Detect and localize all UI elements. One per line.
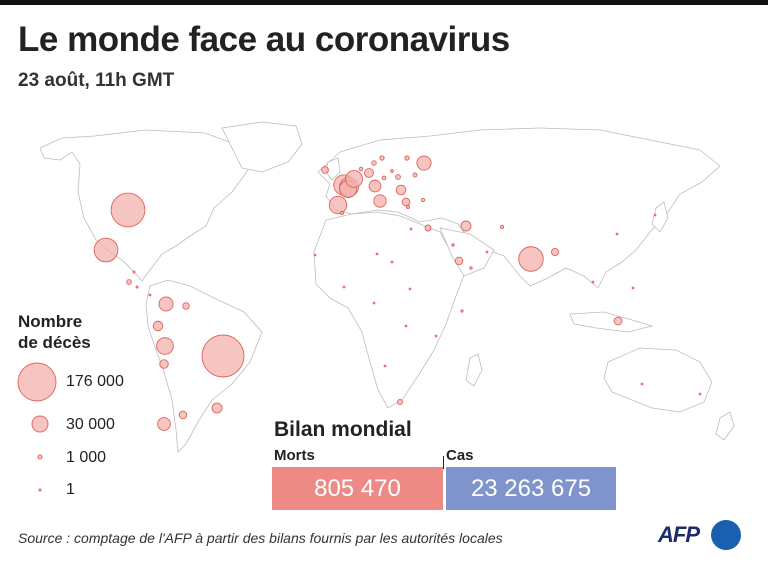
death-bubble	[409, 227, 413, 231]
death-bubble	[372, 301, 376, 305]
death-bubble	[469, 266, 473, 270]
legend-label-1: 1	[66, 481, 75, 498]
land-madagascar	[465, 353, 483, 387]
death-bubble	[404, 155, 410, 161]
legend-title-line2: de décès	[18, 333, 91, 352]
death-bubble	[591, 280, 595, 284]
death-bubble	[613, 316, 623, 326]
death-bubble	[401, 197, 411, 207]
legend-label-176000: 176 000	[66, 373, 124, 390]
death-bubble	[412, 172, 418, 178]
land-indonesia	[569, 311, 654, 333]
legend-symbols	[17, 362, 57, 492]
death-bubble	[424, 224, 432, 232]
cases-value-box: 23 263 675	[446, 467, 616, 510]
source-note: Source : comptage de l'AFP à partir des …	[18, 530, 503, 546]
death-bubble	[132, 270, 136, 274]
death-bubble	[345, 170, 363, 188]
death-bubble	[640, 382, 644, 386]
death-bubble	[518, 246, 544, 272]
death-bubble	[313, 253, 317, 257]
page-subtitle: 23 août, 11h GMT	[18, 70, 175, 91]
death-bubble	[451, 243, 455, 247]
land-layer	[39, 121, 735, 453]
bilan-divider-tick	[443, 456, 444, 469]
death-bubble	[157, 417, 171, 431]
legend-title-line1: Nombre	[18, 312, 83, 331]
world-map	[39, 121, 735, 453]
legend-circle-1	[38, 488, 42, 492]
death-bubble	[358, 166, 364, 172]
death-bubble	[211, 402, 223, 414]
death-bubble	[631, 286, 635, 290]
land-australia	[603, 347, 713, 413]
death-bubble	[460, 309, 464, 313]
death-bubble	[364, 168, 374, 178]
death-bubble	[390, 169, 394, 173]
top-rule	[0, 0, 768, 5]
death-bubble	[397, 399, 404, 406]
death-bubble	[159, 359, 169, 369]
death-bubble	[653, 213, 657, 217]
death-bubble	[395, 174, 401, 180]
death-bubble	[182, 302, 190, 310]
death-bubble	[148, 293, 152, 297]
death-bubble	[375, 252, 379, 256]
death-bubble	[395, 184, 407, 196]
death-bubble	[454, 256, 464, 266]
land-south-america	[145, 279, 263, 453]
death-bubble	[390, 260, 394, 264]
bilan-title: Bilan mondial	[274, 418, 412, 441]
death-bubble	[156, 337, 174, 355]
death-bubble	[698, 392, 702, 396]
deaths-label: Morts	[274, 447, 315, 464]
afp-logo-dot	[711, 520, 741, 550]
land-japan	[651, 201, 669, 233]
death-bubble	[406, 205, 410, 209]
death-bubble	[339, 210, 345, 216]
death-bubble	[615, 232, 619, 236]
death-bubble	[381, 175, 387, 181]
death-bubble	[135, 285, 139, 289]
death-bubble	[342, 285, 346, 289]
death-bubble	[434, 334, 438, 338]
death-bubble	[152, 320, 164, 332]
legend-circle-176000	[17, 362, 57, 402]
death-bubble	[158, 296, 174, 312]
deaths-value-box: 805 470	[272, 467, 443, 510]
page-title: Le monde face au coronavirus	[18, 20, 510, 59]
death-bubble	[379, 155, 385, 161]
legend-circle-30000	[31, 415, 49, 433]
death-bubble	[110, 192, 146, 228]
death-bubble	[416, 155, 432, 171]
death-bubble	[373, 194, 387, 208]
cases-label: Cas	[446, 447, 474, 464]
death-bubble	[499, 224, 505, 230]
legend-label-30000: 30 000	[66, 416, 115, 433]
land-greenland	[221, 121, 303, 173]
death-bubble	[321, 166, 329, 174]
death-bubble	[408, 287, 412, 291]
land-africa	[313, 211, 467, 409]
death-bubble	[178, 410, 188, 420]
death-bubble	[383, 364, 387, 368]
land-arabia	[439, 227, 495, 277]
death-bubble	[328, 195, 348, 215]
death-bubble	[371, 160, 377, 166]
death-bubble	[460, 220, 472, 232]
afp-logo-text: AFP	[658, 522, 700, 547]
death-bubble	[201, 334, 245, 378]
death-bubble	[126, 279, 132, 285]
death-bubble	[93, 237, 119, 263]
land-new-zealand	[715, 411, 735, 441]
death-bubble	[420, 197, 426, 203]
legend-title: Nombre de décès	[18, 311, 91, 353]
legend-circle-1000	[37, 454, 43, 460]
death-bubbles	[93, 155, 702, 431]
death-bubble	[404, 324, 408, 328]
legend-label-1000: 1 000	[66, 449, 107, 466]
death-bubble	[368, 179, 382, 193]
death-bubble	[485, 250, 489, 254]
death-bubble	[551, 248, 559, 256]
